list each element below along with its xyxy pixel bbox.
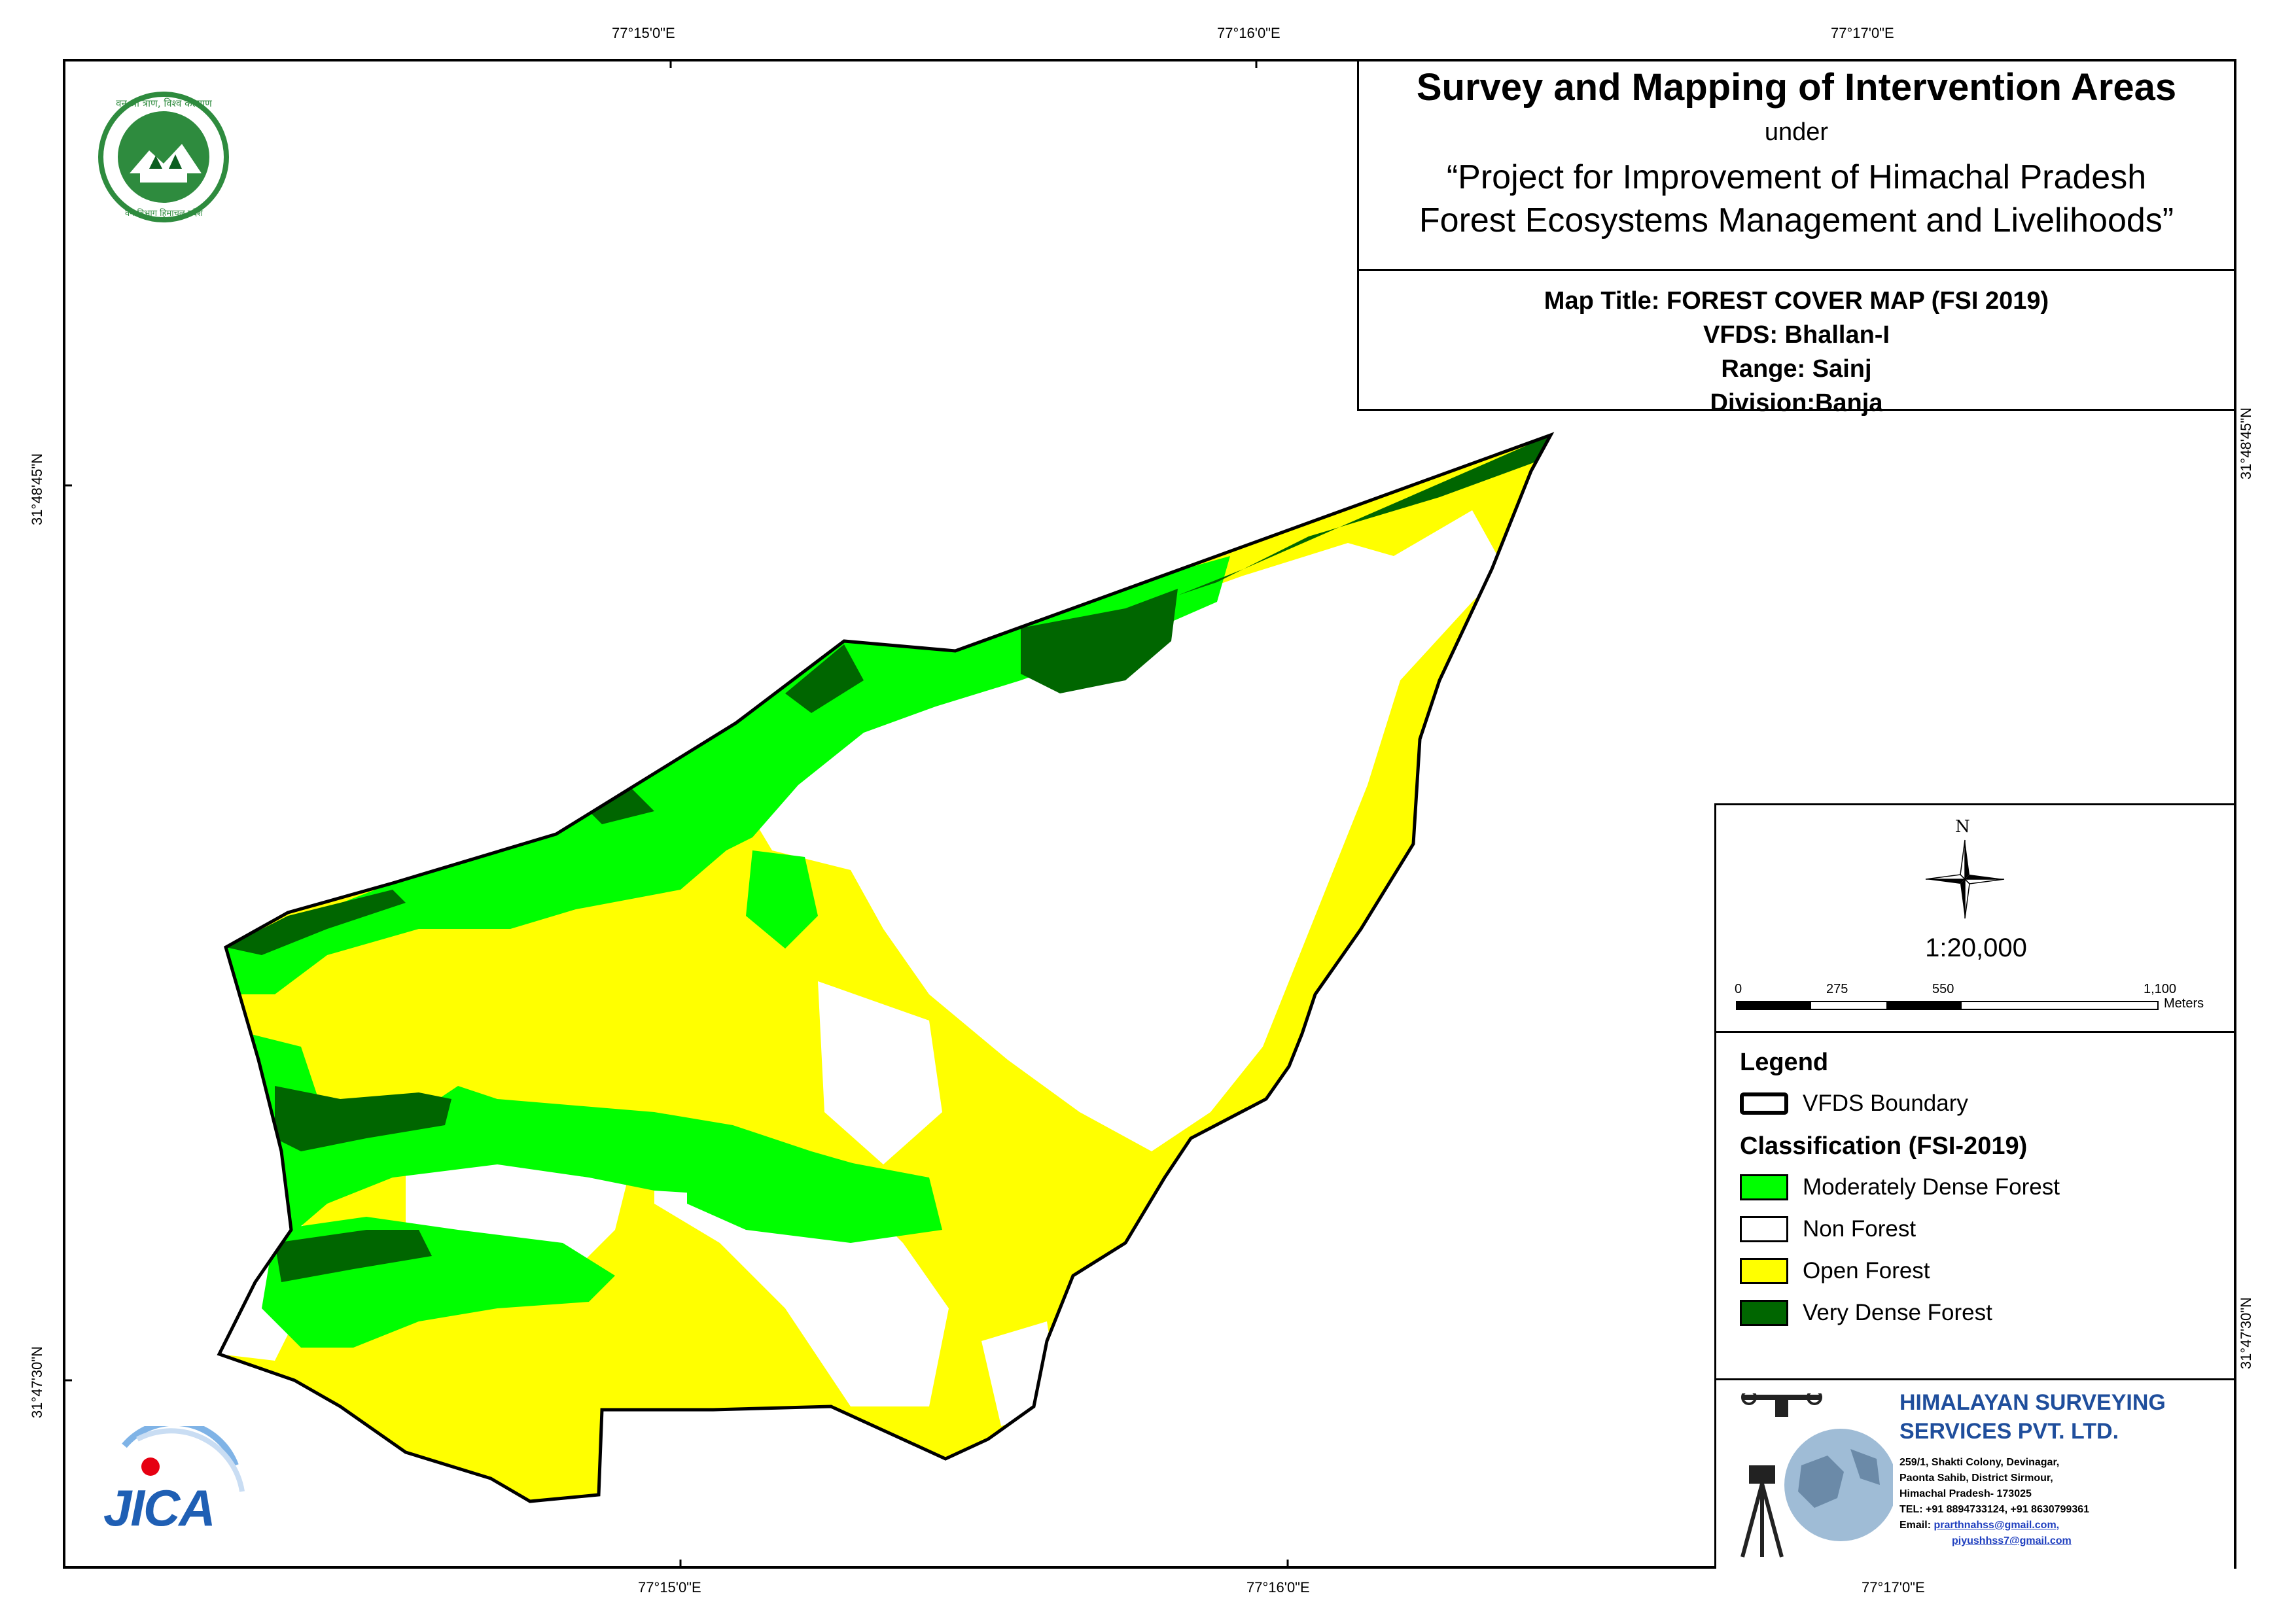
hp-forest-logo-motto: वन श्री त्राण, विश्व कल्याण	[116, 97, 212, 109]
company-email-1[interactable]: prarthnahss@gmail.com,	[1934, 1520, 2060, 1531]
moderately-dense-forest-areas	[226, 556, 1230, 1348]
surveying-globe-icon	[1740, 1393, 1893, 1558]
graticule-top-2: 77°16'0"E	[1217, 25, 1280, 41]
map-info-block: Map Title: FOREST COVER MAP (FSI 2019) V…	[1357, 271, 2234, 417]
range-name: Range: Sainj	[1721, 355, 1872, 383]
company-address-line1: 259/1, Shakti Colony, Devinagar,	[1899, 1457, 2060, 1468]
classification-title: Classification (FSI-2019)	[1740, 1132, 2028, 1160]
scale-tick-275: 275	[1826, 982, 1848, 996]
north-arrow-icon	[1925, 839, 2005, 919]
company-address-line3: Himachal Pradesh- 173025	[1899, 1488, 2032, 1499]
project-title-line1: “Project for Improvement of Himachal Pra…	[1446, 158, 2147, 196]
open-forest-swatch	[1740, 1258, 1788, 1284]
graticule-bottom-2: 77°16'0"E	[1246, 1579, 1310, 1596]
map-main-title: Survey and Mapping of Intervention Areas	[1416, 66, 2177, 109]
legend-item-very-dense-forest: Very Dense Forest	[1740, 1299, 1992, 1327]
title-under: under	[1764, 118, 1829, 146]
graticule-top-1: 77°15'0"E	[612, 25, 675, 41]
scale-ratio: 1:20,000	[1925, 934, 2027, 962]
very-dense-forest-areas	[226, 435, 1551, 1282]
moderately-dense-forest-swatch	[1740, 1174, 1788, 1200]
hp-forest-logo-dept: वन विभाग हिमाचल प्रदेश	[125, 209, 203, 218]
scale-tick-550: 550	[1932, 982, 1954, 996]
scale-section: N 1:20,000 0 275 550 1,100 Meters	[1716, 805, 2236, 1033]
company-block: HIMALAYAN SURVEYING SERVICES PVT. LTD. 2…	[1716, 1380, 2236, 1567]
non-forest-swatch	[1740, 1216, 1788, 1242]
company-email-2[interactable]: piyushhss7@gmail.com	[1952, 1535, 2072, 1546]
legend-item-vfds-boundary: VFDS Boundary	[1740, 1089, 1968, 1118]
graticule-bottom-1: 77°15'0"E	[638, 1579, 701, 1596]
division-name: Division:Banja	[1710, 389, 1883, 417]
forest-classes	[219, 435, 1551, 1501]
legend-label-open-forest: Open Forest	[1803, 1258, 1930, 1283]
hp-forest-logo: वन श्री त्राण, विश्व कल्याण वन विभाग हिम…	[77, 92, 254, 222]
map-title: Map Title: FOREST COVER MAP (FSI 2019)	[1544, 287, 2049, 315]
vfds-boundary-swatch	[1740, 1092, 1788, 1115]
legend: Legend VFDS Boundary Classification (FSI…	[1716, 1033, 2236, 1380]
company-name-line1: HIMALAYAN SURVEYING	[1899, 1390, 2166, 1415]
scale-tick-1100: 1,100	[2144, 982, 2177, 996]
legend-item-non-forest: Non Forest	[1740, 1215, 1916, 1244]
graticule-bottom-3: 77°17'0"E	[1862, 1579, 1925, 1596]
very-dense-forest-swatch	[1740, 1300, 1788, 1326]
project-title-line2: Forest Ecosystems Management and Livelih…	[1419, 201, 2174, 239]
legend-item-moderately-dense-forest: Moderately Dense Forest	[1740, 1173, 2060, 1202]
company-name: HIMALAYAN SURVEYING SERVICES PVT. LTD.	[1899, 1388, 2166, 1446]
legend-label-vfds-boundary: VFDS Boundary	[1803, 1091, 1968, 1116]
jica-logo: JICA	[98, 1419, 249, 1544]
company-address: 259/1, Shakti Colony, Devinagar, Paonta …	[1899, 1455, 2089, 1549]
legend-item-open-forest: Open Forest	[1740, 1257, 1930, 1285]
company-address-line2: Paonta Sahib, District Sirmour,	[1899, 1473, 2053, 1484]
legend-label-very-dense-forest: Very Dense Forest	[1803, 1300, 1992, 1325]
map-frame	[63, 59, 2236, 1569]
side-panel: N 1:20,000 0 275 550 1,100 Meters Legend…	[1714, 803, 2236, 1569]
vfds-boundary	[217, 432, 1555, 1503]
legend-title: Legend	[1740, 1049, 1829, 1076]
legend-label-moderately-dense-forest: Moderately Dense Forest	[1803, 1174, 2060, 1200]
company-name-line2: SERVICES PVT. LTD.	[1899, 1419, 2119, 1444]
scale-tick-0: 0	[1735, 982, 1742, 996]
company-phone: TEL: +91 8894733124, +91 8630799361	[1899, 1504, 2090, 1515]
scale-unit: Meters	[2164, 996, 2204, 1011]
graticule-top-3: 77°17'0"E	[1831, 25, 1894, 41]
jica-logo-text: JICA	[103, 1479, 216, 1537]
legend-label-non-forest: Non Forest	[1803, 1216, 1916, 1242]
title-block: Survey and Mapping of Intervention Areas…	[1357, 61, 2234, 271]
vfds-name: VFDS: Bhallan-I	[1703, 321, 1890, 349]
north-label: N	[1955, 817, 1970, 837]
scale-bar	[1736, 1001, 2159, 1010]
company-email-label: Email:	[1899, 1520, 1932, 1531]
